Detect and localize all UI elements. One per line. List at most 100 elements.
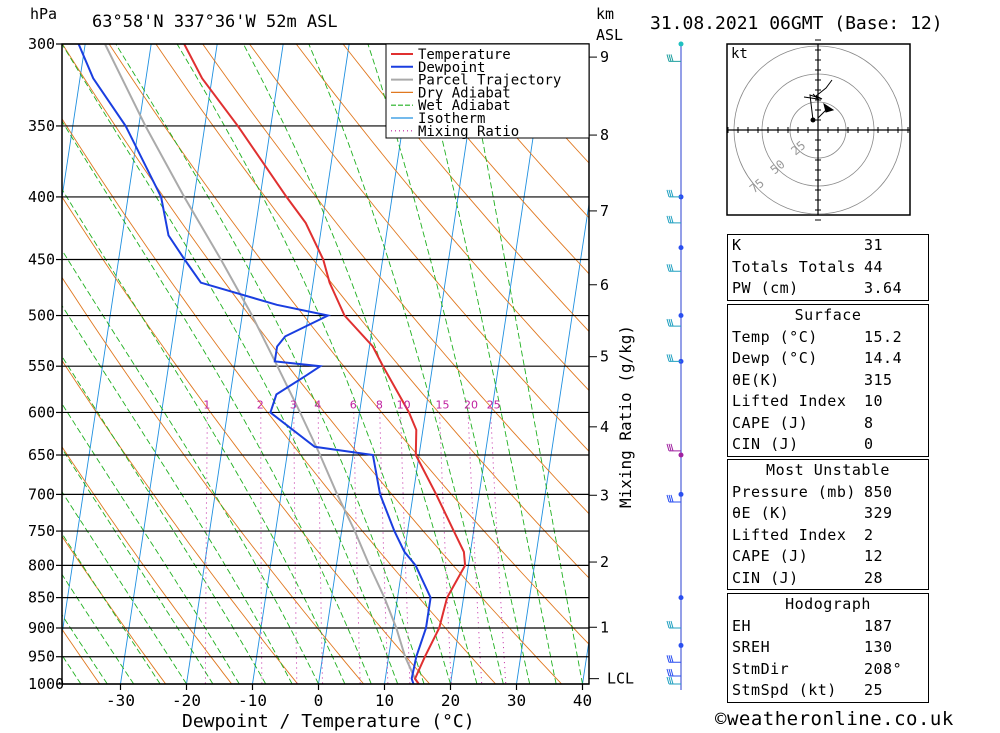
isotherm-line <box>62 44 86 201</box>
height-tick-label: 7 <box>600 202 609 220</box>
mixing-ratio-label: 1 <box>203 398 210 411</box>
wet-adiabat-line <box>62 355 267 684</box>
index-value: 8 <box>864 413 874 432</box>
mixing-ratio-label: 4 <box>314 398 321 411</box>
dewpoint-line <box>77 44 432 684</box>
dry-adiabat-line <box>62 117 497 684</box>
wind-level-dot <box>678 642 684 648</box>
x-tick-label: 10 <box>375 691 394 710</box>
index-value: 28 <box>864 568 884 587</box>
index-row: Temp (°C) 15.2 <box>728 327 928 349</box>
index-value: 12 <box>864 547 884 565</box>
pressure-tick-label: 950 <box>28 648 55 666</box>
wet-adiabat-line <box>176 44 451 684</box>
index-label: θE(K) <box>732 370 780 389</box>
dry-adiabat-line <box>108 44 589 645</box>
legend-entry: Dewpoint <box>418 60 485 76</box>
pressure-tick-label: 600 <box>28 403 55 421</box>
index-label: PW (cm) <box>732 279 799 297</box>
hodograph-indices: Hodograph EH 187 SREH 130 StmDir 208° StmSpd (k… <box>727 593 929 703</box>
index-row: EH 187 <box>728 616 928 638</box>
surface-indices: Surface Temp (°C) 15.2 Dewp (°C) 14.4 θE(K) 31… <box>727 304 929 457</box>
index-value: 0 <box>864 435 874 453</box>
pressure-tick-label: 850 <box>28 589 55 607</box>
index-row: CAPE (J) 8 <box>728 413 928 435</box>
legend-entry: Isotherm <box>418 111 485 127</box>
index-row: CIN (J) 0 <box>728 434 928 456</box>
y-axis-label-right: Mixing Ratio (g/kg) <box>616 325 635 508</box>
height-tick-label: 1 <box>600 618 609 636</box>
dry-adiabat-line <box>62 535 167 684</box>
index-label: θE (K) <box>732 504 790 522</box>
wind-barb <box>666 620 681 629</box>
x-axis-label: Dewpoint / Temperature (°C) <box>182 711 475 732</box>
index-label: CIN (J) <box>732 435 799 453</box>
index-value: 31 <box>864 236 884 254</box>
index-label: StmDir <box>732 659 790 678</box>
index-row: StmSpd (kt) 25 <box>728 680 928 702</box>
index-value: 10 <box>864 392 884 410</box>
mixing-ratio-label: 15 <box>436 398 450 411</box>
section-title: Most Unstable <box>766 461 890 479</box>
pressure-tick-label: 800 <box>28 556 55 574</box>
x-tick-label: -10 <box>238 691 267 710</box>
mixing-ratio-label: 20 <box>464 398 478 411</box>
index-label: Lifted Index <box>732 392 847 410</box>
dry-adiabat-line <box>295 44 589 392</box>
pressure-tick-label: 900 <box>28 619 55 637</box>
index-row: Lifted Index 10 <box>728 391 928 413</box>
index-row: θE (K) 329 <box>728 503 928 525</box>
index-label: K <box>732 236 742 254</box>
legend-entry: Temperature <box>418 47 511 63</box>
index-value: 44 <box>864 257 884 276</box>
index-value: 315 <box>864 370 893 389</box>
section-title: Surface <box>794 306 862 324</box>
index-row: K 31 <box>728 235 928 257</box>
index-row: StmDir 208° <box>728 659 928 681</box>
mixing-ratio-line <box>317 412 324 684</box>
index-value: 130 <box>864 638 893 656</box>
index-row: SREH 130 <box>728 637 928 659</box>
km-unit: km <box>596 5 614 23</box>
index-label: Pressure (mb) <box>732 482 856 501</box>
mixing-ratio-label: 25 <box>487 398 501 411</box>
mixing-ratio-label: 10 <box>397 398 411 411</box>
location-title: 63°58'N 337°36'W 52m ASL <box>92 12 338 32</box>
index-label: CIN (J) <box>732 568 799 587</box>
wind-barb <box>666 264 681 272</box>
hpa-unit: hPa <box>30 5 57 23</box>
height-tick-label: 2 <box>600 553 609 571</box>
legend-entry: Mixing Ratio <box>418 124 519 140</box>
isotherm-line <box>62 44 152 638</box>
index-value: 14.4 <box>864 349 903 367</box>
mixing-ratio-label: 6 <box>350 398 357 411</box>
temperature-line <box>183 44 467 684</box>
dry-adiabat-line <box>62 44 563 684</box>
wind-barb <box>666 215 681 224</box>
legend-entry: Dry Adiabat <box>418 85 511 101</box>
wet-adiabat-line <box>463 44 583 684</box>
index-value: 2 <box>864 525 874 544</box>
height-tick-label: 9 <box>600 48 609 66</box>
isotherm-line <box>318 44 416 684</box>
wind-level-dot <box>678 41 684 47</box>
wind-barb <box>666 494 681 503</box>
hodograph-trace <box>809 79 833 121</box>
index-row: Pressure (mb) 850 <box>728 482 928 504</box>
index-value: 208° <box>864 659 903 678</box>
mixing-ratio-line <box>490 412 507 684</box>
wet-adiabat-line <box>62 532 161 684</box>
index-row: Totals Totals 44 <box>728 257 928 279</box>
isotherm-line <box>450 44 548 684</box>
wind-level-dot <box>678 595 684 601</box>
pressure-tick-label: 700 <box>28 485 55 503</box>
parcel-trajectory-line <box>104 44 420 684</box>
pressure-tick-label: 650 <box>28 446 55 464</box>
pressure-tick-label: 450 <box>28 251 55 269</box>
isotherm-line <box>186 44 284 684</box>
pressure-tick-label: 500 <box>28 307 55 325</box>
height-tick-label: 4 <box>600 418 609 436</box>
copyright: ©weatheronline.co.uk <box>715 708 954 730</box>
mixing-ratio-label: 8 <box>376 398 383 411</box>
